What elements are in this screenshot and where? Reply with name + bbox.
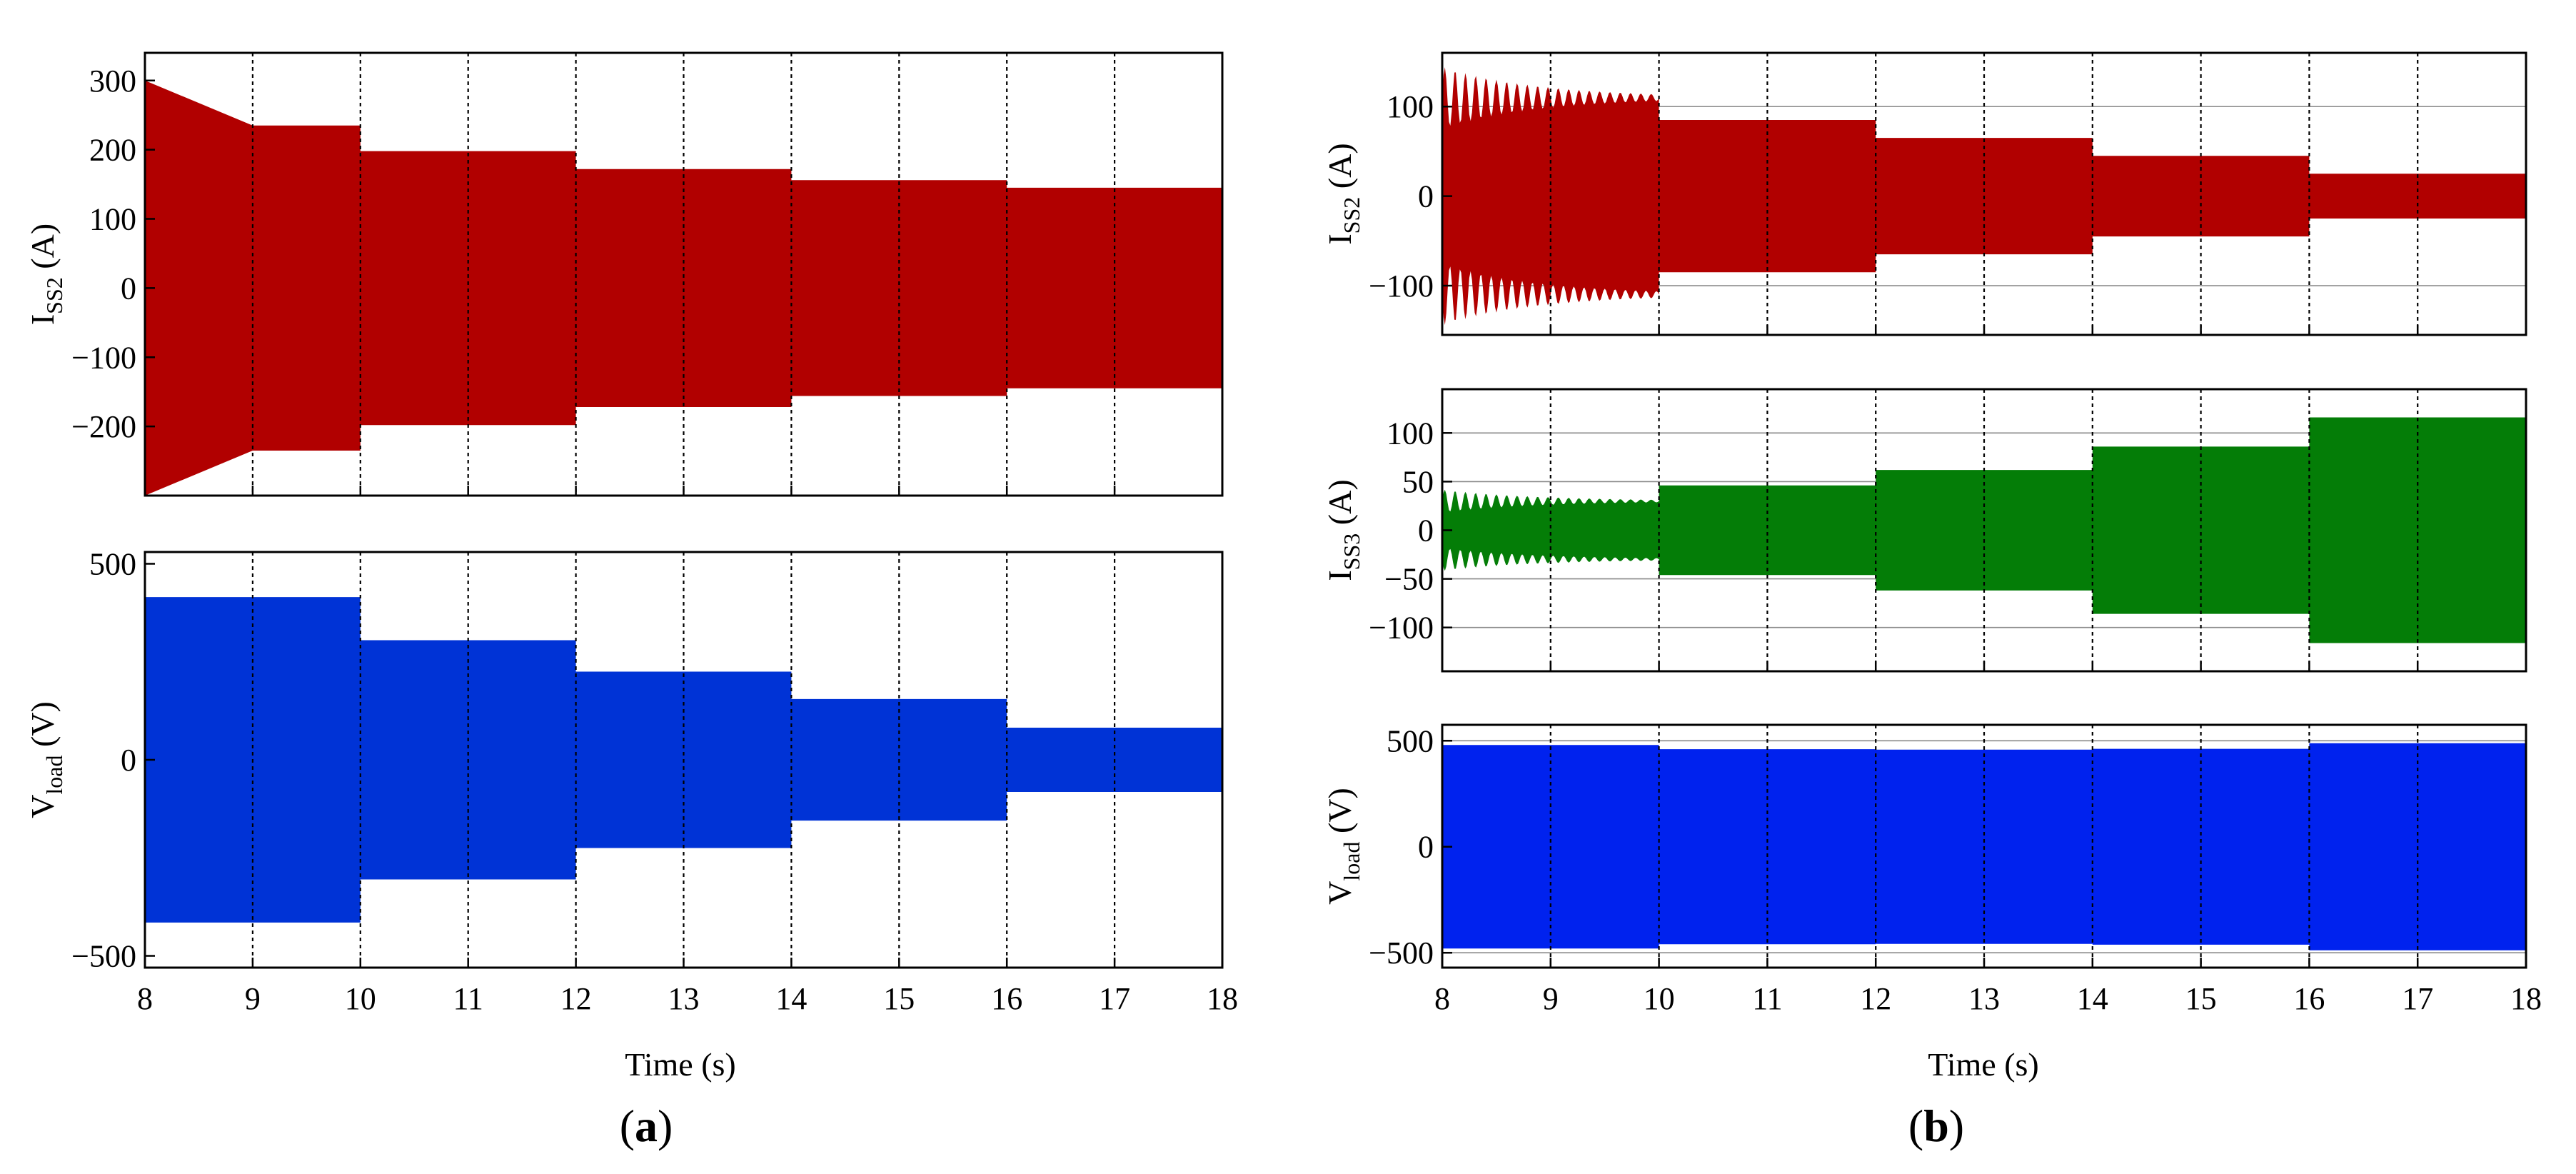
y-tick-label: 500 bbox=[1387, 723, 1434, 758]
x-tick-label: 11 bbox=[1752, 981, 1782, 1016]
y-tick-label: 0 bbox=[1418, 513, 1434, 548]
y-axis-label: ISS2 (A) bbox=[24, 224, 67, 325]
x-tick-label: 9 bbox=[1543, 981, 1559, 1016]
x-tick-label: 10 bbox=[1644, 981, 1675, 1016]
x-tick-label: 14 bbox=[2077, 981, 2108, 1016]
y-tick-label: 300 bbox=[89, 64, 136, 99]
x-tick-label: 13 bbox=[668, 981, 700, 1016]
y-tick-label: 100 bbox=[89, 202, 136, 237]
x-tick-label: 18 bbox=[2510, 981, 2542, 1016]
x-axis-label-a: Time (s) bbox=[625, 1046, 736, 1083]
y-tick-label: 0 bbox=[1418, 179, 1434, 214]
y-tick-label: −200 bbox=[71, 409, 136, 444]
x-tick-label: 17 bbox=[1099, 981, 1130, 1016]
signal-envelope bbox=[1442, 417, 2526, 643]
x-tick-label: 14 bbox=[775, 981, 807, 1016]
x-tick-label: 8 bbox=[137, 981, 153, 1016]
x-tick-label: 9 bbox=[245, 981, 261, 1016]
y-tick-label: 50 bbox=[1402, 464, 1434, 499]
x-tick-label: 11 bbox=[453, 981, 483, 1016]
x-tick-label: 15 bbox=[883, 981, 915, 1016]
y-tick-label: 100 bbox=[1387, 89, 1434, 124]
y-tick-label: −500 bbox=[71, 939, 136, 974]
y-axis-label: ISS3 (A) bbox=[1322, 479, 1364, 581]
x-tick-label: 16 bbox=[2293, 981, 2325, 1016]
x-tick-label: 13 bbox=[1968, 981, 2000, 1016]
panel-label-a: (a) bbox=[620, 1100, 673, 1151]
y-axis-label: Vload (V) bbox=[24, 701, 67, 818]
y-axis-label: Vload (V) bbox=[1322, 788, 1364, 905]
y-tick-label: −500 bbox=[1369, 935, 1434, 970]
y-axis-label: ISS2 (A) bbox=[1322, 143, 1364, 244]
x-tick-label: 15 bbox=[2185, 981, 2217, 1016]
signal-envelope bbox=[145, 80, 1222, 496]
y-tick-label: 0 bbox=[1418, 830, 1434, 865]
x-tick-label: 18 bbox=[1207, 981, 1238, 1016]
x-tick-label: 16 bbox=[991, 981, 1022, 1016]
x-axis-label-b: Time (s) bbox=[1928, 1046, 2039, 1083]
x-tick-label: 17 bbox=[2402, 981, 2433, 1016]
subplot-a-0: 300 200 100 0 −100 −200 ISS2 (A) bbox=[24, 51, 1224, 497]
y-tick-label: −100 bbox=[1369, 269, 1434, 303]
x-tick-label: 8 bbox=[1434, 981, 1450, 1016]
y-tick-label: −50 bbox=[1384, 562, 1434, 597]
y-tick-label: 500 bbox=[89, 546, 136, 581]
y-tick-label: −100 bbox=[1369, 611, 1434, 646]
panel-label-b: (b) bbox=[1908, 1100, 1964, 1151]
x-tick-label: 10 bbox=[345, 981, 376, 1016]
y-tick-label: −100 bbox=[71, 340, 136, 375]
x-tick-label: 12 bbox=[560, 981, 592, 1016]
y-tick-label: 0 bbox=[121, 743, 136, 778]
y-tick-label: 0 bbox=[121, 271, 136, 306]
y-tick-label: 100 bbox=[1387, 416, 1434, 451]
x-tick-label: 12 bbox=[1860, 981, 1891, 1016]
y-tick-label: 200 bbox=[89, 133, 136, 168]
